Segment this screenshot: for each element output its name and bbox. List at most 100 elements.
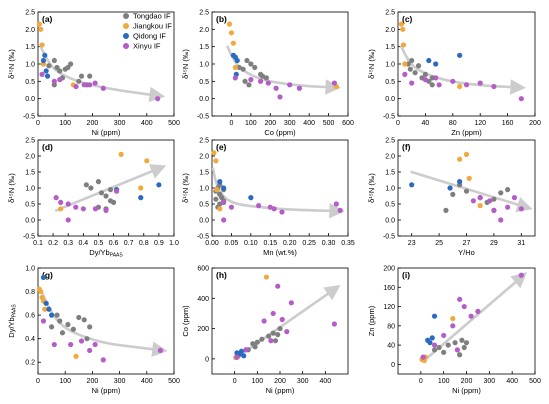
data-point [426,57,432,64]
data-point [49,312,55,318]
series-xinyu-if [470,195,524,223]
data-point [518,206,524,212]
data-point [211,150,217,156]
panel-label: (c) [402,14,413,24]
x-tick-label: 200 [87,378,99,385]
x-tick-label: 0.6 [109,240,119,247]
x-tick-label: 100 [438,378,450,385]
y-axis-label: δ¹⁵N (‰) [181,49,190,79]
x-tick-label: 300 [284,120,296,127]
data-point [58,206,64,212]
x-tick-label: 400 [303,120,315,127]
y-tick-label: 1.0 [199,62,209,69]
y-axis-label: δ¹⁵N (‰) [367,173,376,203]
data-point [118,151,124,157]
data-point [252,64,258,71]
legend-marker [123,43,129,49]
data-point [270,310,276,317]
data-point [236,64,242,71]
plot-frame [211,11,349,117]
x-tick-label: 0.20 [283,240,297,247]
x-tick-label: 200 [529,120,541,127]
data-point [277,325,283,332]
legend-label: Jiangkou IF [133,22,172,31]
x-tick-label: 27 [463,240,471,247]
data-point [228,30,235,36]
data-point [234,354,240,360]
data-point [498,190,504,196]
data-point [242,78,248,84]
y-tick-label: -0.5 [197,234,209,241]
x-tick-label: 0 [229,120,233,127]
y-tick-label: 2.0 [199,27,209,34]
panel-label: (e) [216,142,227,152]
data-point [138,195,144,201]
series-tongdao-if [245,325,283,353]
y-tick-label: 120 [383,304,395,311]
x-tick-label: 100 [59,378,71,385]
data-point [38,288,44,295]
data-point [243,347,249,353]
y-tick-label: 2.0 [25,154,35,161]
data-point [40,274,47,281]
series-xinyu-if [232,75,337,100]
x-tick-label: 0.35 [341,240,355,247]
data-point [463,188,470,194]
y-tick-label: 0.6 [25,313,35,320]
x-tick-label: 0 [36,378,40,385]
trend-arrow [39,45,166,103]
y-tick-label: 2.5 [25,10,35,17]
data-point [402,61,408,67]
y-tick-label: 160 [383,285,395,292]
data-point [221,185,227,191]
legend-marker [123,33,129,39]
y-tick-label: -0.5 [383,234,395,241]
series-jiangkou-if [226,21,339,90]
x-axis-label-text: Ni (ppm) [92,128,121,137]
data-point [259,73,266,79]
series-tongdao-if [46,57,93,88]
y-tick-label: 0.2 [25,360,35,367]
data-point [232,64,238,71]
y-tick-label: 1.0 [25,62,35,69]
x-tick-label: 400 [141,120,153,127]
data-point [470,198,476,204]
y-tick-label: 1.0 [25,186,35,193]
data-point [88,185,94,191]
series-xinyu-if [234,283,337,360]
data-point [398,21,405,27]
x-tick-label: 600 [342,120,354,127]
data-point [457,156,463,162]
series-xinyu-if [40,318,163,363]
x-tick-label: 0.10 [244,240,258,247]
data-point [213,196,219,202]
y-tick-label: 0 [391,362,395,369]
x-tick-label: 100 [245,120,257,127]
data-point [43,300,49,306]
x-tick-label: 0.2 [48,240,58,247]
data-point [441,349,447,355]
data-point [51,57,57,64]
data-point [155,96,161,102]
data-point [87,82,93,88]
series-jiangkou-if [211,150,223,212]
y-tick-label: -0.5 [23,234,35,241]
data-point [409,57,415,64]
x-tick-label: 400 [319,378,331,385]
data-point [436,82,442,88]
data-point [457,52,463,58]
data-point [445,342,451,348]
x-tick-label: 0.3 [63,240,73,247]
data-point [333,201,339,207]
data-point [46,63,52,69]
data-point [257,78,264,84]
data-point [238,348,245,354]
data-point [450,323,456,329]
data-point [51,341,57,348]
data-point [252,344,258,350]
data-point [273,85,279,91]
x-axis-label: Ni (ppm) [92,128,121,137]
x-tick-label: 500 [168,120,180,127]
x-axis-label-text: Zn (ppm) [451,128,482,137]
x-axis-label-text: Co (ppm) [264,128,296,137]
